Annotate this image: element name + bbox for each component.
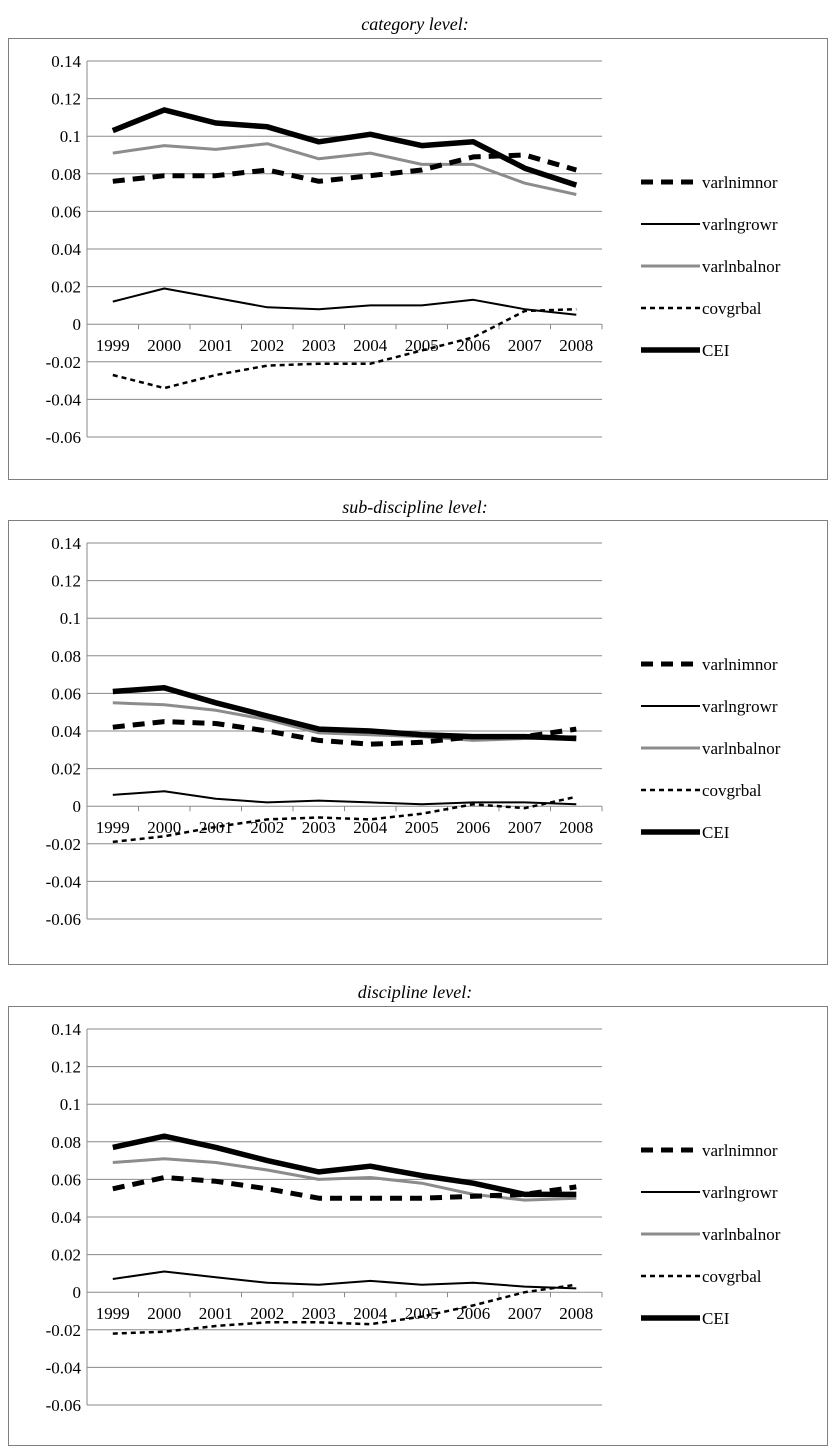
y-tick-label: 0 — [73, 315, 82, 334]
x-tick-label: 2007 — [508, 818, 543, 837]
y-tick-label: 0.1 — [60, 609, 81, 628]
series-line-covgrbal — [112, 307, 577, 390]
x-tick-label: 2002 — [250, 336, 284, 355]
x-tick-label: 2003 — [302, 336, 336, 355]
x-tick-label: 2002 — [250, 818, 284, 837]
x-tick-label: 2003 — [302, 1304, 336, 1323]
x-tick-label: 2007 — [508, 1304, 543, 1323]
chart-title-discipline: discipline level: — [357, 982, 473, 1002]
y-tick-label: 0.06 — [51, 202, 81, 221]
y-tick-label: -0.06 — [46, 910, 81, 929]
y-tick-label: -0.04 — [46, 1358, 82, 1377]
y-tick-label: 0 — [73, 1283, 82, 1302]
y-tick-label: 0.08 — [51, 165, 81, 184]
x-tick-label: 2008 — [559, 1304, 593, 1323]
x-tick-label: 2005 — [405, 336, 439, 355]
legend-label: CEI — [702, 341, 730, 360]
chart-title-category: category level: — [361, 14, 469, 34]
series-line-varlnimnor — [112, 1175, 577, 1201]
x-tick-label: 2002 — [250, 1304, 284, 1323]
y-tick-label: 0.02 — [51, 278, 81, 297]
x-tick-label: 2000 — [147, 336, 181, 355]
x-tick-label: 2008 — [559, 818, 593, 837]
series-line-covgrbal — [112, 795, 577, 844]
y-tick-label: 0.04 — [51, 240, 81, 259]
legend-label: varlnbalnor — [702, 739, 781, 758]
x-tick-label: 2006 — [456, 818, 490, 837]
x-tick-label: 2000 — [147, 1304, 181, 1323]
legend-label: CEI — [702, 823, 730, 842]
legend-label: varlnbalnor — [702, 1225, 781, 1244]
x-tick-label: 2005 — [405, 818, 439, 837]
y-tick-label: 0 — [73, 797, 82, 816]
y-tick-label: -0.04 — [46, 872, 82, 891]
y-tick-label: 0.1 — [60, 127, 81, 146]
legend-label: varlngrowr — [702, 697, 778, 716]
y-tick-label: 0.14 — [51, 1020, 81, 1039]
legend-label: covgrbal — [702, 1267, 762, 1286]
x-tick-label: 2006 — [456, 336, 490, 355]
y-tick-label: 0.12 — [51, 1058, 81, 1077]
legend-label: varlngrowr — [702, 215, 778, 234]
line-chart-sub-discipline: 0.14 0.12 0.1 0.08 0.06 0.04 0.02 0 -0.02 -0.04 -0… — [46, 534, 781, 929]
y-tick-label: 0.08 — [51, 647, 81, 666]
x-tick-label: 2007 — [508, 336, 543, 355]
y-tick-label: -0.06 — [46, 1396, 81, 1415]
series-line-CEI — [112, 1133, 577, 1198]
chart-title-sub-discipline: sub-discipline level: — [342, 497, 488, 517]
series-line-varlngrowr — [112, 790, 577, 806]
x-tick-label: 1999 — [96, 818, 130, 837]
y-tick-label: -0.02 — [46, 835, 81, 854]
x-tick-label: 2003 — [302, 818, 336, 837]
x-tick-label: 2001 — [199, 1304, 233, 1323]
legend-label: varlnimnor — [702, 173, 778, 192]
x-tick-label: 1999 — [96, 336, 130, 355]
x-tick-label: 2005 — [405, 1304, 439, 1323]
x-tick-label: 2000 — [147, 818, 181, 837]
y-tick-label: 0.06 — [51, 684, 81, 703]
x-tick-label: 2006 — [456, 1304, 490, 1323]
chart-panel-discipline: 0.14 0.12 0.1 0.08 0.06 0.04 0.02 0 -0.02 -0.04 -0… — [8, 1006, 828, 1446]
x-tick-label: 2001 — [199, 336, 233, 355]
y-tick-label: 0.02 — [51, 1246, 81, 1265]
series-line-CEI — [111, 107, 578, 188]
y-tick-label: 0.06 — [51, 1170, 81, 1189]
chart-panel-category: 0.14 0.12 0.1 0.08 0.06 0.04 0.02 0 -0.02 -0.04 -0… — [8, 38, 828, 480]
series-line-varlnbalnor — [112, 142, 577, 196]
y-tick-label: -0.02 — [46, 353, 81, 372]
x-tick-label: 1999 — [96, 1304, 130, 1323]
y-tick-label: -0.06 — [46, 428, 81, 447]
series-line-varlnbalnor — [112, 701, 577, 742]
y-tick-label: 0.12 — [51, 90, 81, 109]
y-tick-label: 0.08 — [51, 1133, 81, 1152]
legend-label: covgrbal — [702, 781, 762, 800]
legend-label: varlnimnor — [702, 655, 778, 674]
legend-label: varlngrowr — [702, 1183, 778, 1202]
series-line-covgrbal — [112, 1283, 577, 1335]
y-tick-label: 0.04 — [51, 722, 81, 741]
y-tick-label: -0.02 — [46, 1321, 81, 1340]
legend-label: covgrbal — [702, 299, 762, 318]
x-tick-label: 2004 — [353, 1304, 388, 1323]
x-tick-label: 2004 — [353, 336, 388, 355]
series-line-varlngrowr — [112, 287, 577, 316]
y-tick-label: 0.1 — [60, 1095, 81, 1114]
series-line-varlngrowr — [112, 1270, 577, 1290]
y-tick-label: -0.04 — [46, 390, 82, 409]
y-tick-label: 0.04 — [51, 1208, 81, 1227]
line-chart-category: 0.14 0.12 0.1 0.08 0.06 0.04 0.02 0 -0.02 -0.04 -0… — [46, 52, 781, 447]
legend-label: varlnbalnor — [702, 257, 781, 276]
y-tick-label: 0.12 — [51, 572, 81, 591]
y-tick-label: 0.02 — [51, 760, 81, 779]
y-tick-label: 0.14 — [51, 52, 81, 71]
x-tick-label: 2004 — [353, 818, 388, 837]
chart-panel-sub-discipline: 0.14 0.12 0.1 0.08 0.06 0.04 0.02 0 -0.02 -0.04 -0… — [8, 520, 828, 965]
series-line-CEI — [112, 685, 577, 742]
y-tick-label: 0.14 — [51, 534, 81, 553]
line-chart-discipline: 0.14 0.12 0.1 0.08 0.06 0.04 0.02 0 -0.02 -0.04 -0… — [46, 1020, 781, 1415]
x-tick-label: 2008 — [559, 336, 593, 355]
x-tick-label: 2001 — [199, 818, 233, 837]
legend-label: varlnimnor — [702, 1141, 778, 1160]
legend-label: CEI — [702, 1309, 730, 1328]
